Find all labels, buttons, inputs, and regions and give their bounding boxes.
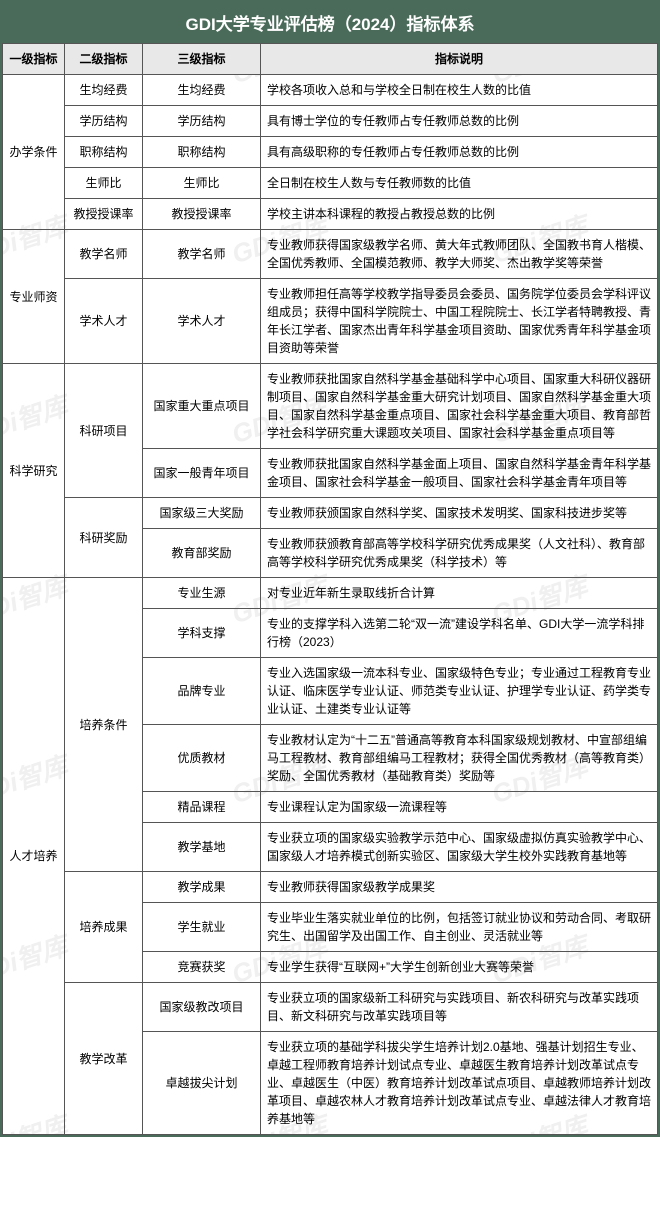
- level3-cell: 优质教材: [143, 725, 261, 792]
- desc-cell: 专业教师获批国家自然科学基金基础科学中心项目、国家重大科研仪器研制项目、国家自然…: [261, 364, 658, 449]
- level3-cell: 国家一般青年项目: [143, 449, 261, 498]
- level2-cell: 学术人才: [65, 279, 143, 364]
- desc-cell: 专业获立项的基础学科拔尖学生培养计划2.0基地、强基计划招生专业、卓越工程师教育…: [261, 1032, 658, 1135]
- header-l3: 三级指标: [143, 44, 261, 75]
- table-container: GDI大学专业评估榜（2024）指标体系 一级指标 二级指标 三级指标 指标说明…: [0, 0, 660, 1137]
- desc-cell: 专业教师获得国家级教学成果奖: [261, 872, 658, 903]
- desc-cell: 全日制在校生人数与专任教师数的比值: [261, 168, 658, 199]
- level3-cell: 教学成果: [143, 872, 261, 903]
- level2-cell: 培养成果: [65, 872, 143, 983]
- table-row: 人才培养培养条件专业生源对专业近年新生录取线折合计算: [3, 578, 658, 609]
- level2-cell: 职称结构: [65, 137, 143, 168]
- level3-cell: 生均经费: [143, 75, 261, 106]
- table-row: 职称结构职称结构具有高级职称的专任教师占专任教师总数的比例: [3, 137, 658, 168]
- level3-cell: 教授授课率: [143, 199, 261, 230]
- level3-cell: 学生就业: [143, 903, 261, 952]
- level3-cell: 国家级教改项目: [143, 983, 261, 1032]
- desc-cell: 专业教师担任高等学校教学指导委员会委员、国务院学位委员会学科评议组成员；获得中国…: [261, 279, 658, 364]
- level3-cell: 教学名师: [143, 230, 261, 279]
- level2-cell: 生均经费: [65, 75, 143, 106]
- level3-cell: 竞赛获奖: [143, 952, 261, 983]
- level3-cell: 教学基地: [143, 823, 261, 872]
- table-row: 科学研究科研项目国家重大重点项目专业教师获批国家自然科学基金基础科学中心项目、国…: [3, 364, 658, 449]
- header-desc: 指标说明: [261, 44, 658, 75]
- desc-cell: 对专业近年新生录取线折合计算: [261, 578, 658, 609]
- level2-cell: 培养条件: [65, 578, 143, 872]
- level3-cell: 生师比: [143, 168, 261, 199]
- level1-cell: 办学条件: [3, 75, 65, 230]
- desc-cell: 专业教师获批国家自然科学基金面上项目、国家自然科学基金青年科学基金项目、国家社会…: [261, 449, 658, 498]
- level2-cell: 教学改革: [65, 983, 143, 1135]
- table-row: 培养成果教学成果专业教师获得国家级教学成果奖: [3, 872, 658, 903]
- desc-cell: 专业入选国家级一流本科专业、国家级特色专业；专业通过工程教育专业认证、临床医学专…: [261, 658, 658, 725]
- desc-cell: 学校各项收入总和与学校全日制在校生人数的比值: [261, 75, 658, 106]
- table-row: 办学条件生均经费生均经费学校各项收入总和与学校全日制在校生人数的比值: [3, 75, 658, 106]
- table-row: 专业师资教学名师教学名师专业教师获得国家级教学名师、黄大年式教师团队、全国教书育…: [3, 230, 658, 279]
- desc-cell: 专业毕业生落实就业单位的比例，包括签订就业协议和劳动合同、考取研究生、出国留学及…: [261, 903, 658, 952]
- desc-cell: 具有博士学位的专任教师占专任教师总数的比例: [261, 106, 658, 137]
- desc-cell: 专业教师获得国家级教学名师、黄大年式教师团队、全国教书育人楷模、全国优秀教师、全…: [261, 230, 658, 279]
- level3-cell: 学历结构: [143, 106, 261, 137]
- level3-cell: 学科支撑: [143, 609, 261, 658]
- level2-cell: 科研项目: [65, 364, 143, 498]
- level1-cell: 科学研究: [3, 364, 65, 578]
- desc-cell: 专业教师获颁国家自然科学奖、国家技术发明奖、国家科技进步奖等: [261, 498, 658, 529]
- desc-cell: 专业课程认定为国家级一流课程等: [261, 792, 658, 823]
- indicator-table: 一级指标 二级指标 三级指标 指标说明 办学条件生均经费生均经费学校各项收入总和…: [2, 43, 658, 1135]
- level2-cell: 教学名师: [65, 230, 143, 279]
- desc-cell: 专业教材认定为“十二五”普通高等教育本科国家级规划教材、中宣部组编马工程教材、教…: [261, 725, 658, 792]
- header-l2: 二级指标: [65, 44, 143, 75]
- level3-cell: 卓越拔尖计划: [143, 1032, 261, 1135]
- table-row: 教授授课率教授授课率学校主讲本科课程的教授占教授总数的比例: [3, 199, 658, 230]
- desc-cell: 专业的支撑学科入选第二轮“双一流”建设学科名单、GDI大学一流学科排行榜（202…: [261, 609, 658, 658]
- level3-cell: 品牌专业: [143, 658, 261, 725]
- level3-cell: 精品课程: [143, 792, 261, 823]
- table-row: 学历结构学历结构具有博士学位的专任教师占专任教师总数的比例: [3, 106, 658, 137]
- table-row: 教学改革国家级教改项目专业获立项的国家级新工科研究与实践项目、新农科研究与改革实…: [3, 983, 658, 1032]
- level3-cell: 教育部奖励: [143, 529, 261, 578]
- desc-cell: 专业获立项的国家级新工科研究与实践项目、新农科研究与改革实践项目、新文科研究与改…: [261, 983, 658, 1032]
- desc-cell: 专业学生获得“互联网+”大学生创新创业大赛等荣誉: [261, 952, 658, 983]
- table-row: 学术人才学术人才专业教师担任高等学校教学指导委员会委员、国务院学位委员会学科评议…: [3, 279, 658, 364]
- level2-cell: 生师比: [65, 168, 143, 199]
- level3-cell: 学术人才: [143, 279, 261, 364]
- desc-cell: 具有高级职称的专任教师占专任教师总数的比例: [261, 137, 658, 168]
- level1-cell: 专业师资: [3, 230, 65, 364]
- table-header-row: 一级指标 二级指标 三级指标 指标说明: [3, 44, 658, 75]
- level2-cell: 学历结构: [65, 106, 143, 137]
- desc-cell: 专业教师获颁教育部高等学校科学研究优秀成果奖（人文社科）、教育部高等学校科学研究…: [261, 529, 658, 578]
- desc-cell: 专业获立项的国家级实验教学示范中心、国家级虚拟仿真实验教学中心、国家级人才培养模…: [261, 823, 658, 872]
- page-title: GDI大学专业评估榜（2024）指标体系: [2, 2, 658, 43]
- level2-cell: 教授授课率: [65, 199, 143, 230]
- level3-cell: 职称结构: [143, 137, 261, 168]
- desc-cell: 学校主讲本科课程的教授占教授总数的比例: [261, 199, 658, 230]
- level3-cell: 国家重大重点项目: [143, 364, 261, 449]
- level2-cell: 科研奖励: [65, 498, 143, 578]
- table-row: 科研奖励国家级三大奖励专业教师获颁国家自然科学奖、国家技术发明奖、国家科技进步奖…: [3, 498, 658, 529]
- table-row: 生师比生师比全日制在校生人数与专任教师数的比值: [3, 168, 658, 199]
- level3-cell: 专业生源: [143, 578, 261, 609]
- level1-cell: 人才培养: [3, 578, 65, 1135]
- level3-cell: 国家级三大奖励: [143, 498, 261, 529]
- header-l1: 一级指标: [3, 44, 65, 75]
